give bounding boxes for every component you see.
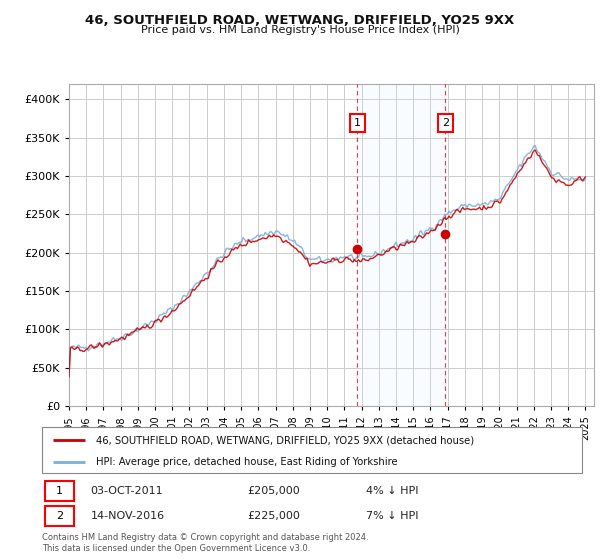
Text: 14-NOV-2016: 14-NOV-2016 [91,511,165,521]
FancyBboxPatch shape [45,481,74,501]
Text: 46, SOUTHFIELD ROAD, WETWANG, DRIFFIELD, YO25 9XX (detached house): 46, SOUTHFIELD ROAD, WETWANG, DRIFFIELD,… [96,435,474,445]
Text: £205,000: £205,000 [247,486,300,496]
Text: Contains HM Land Registry data © Crown copyright and database right 2024.
This d: Contains HM Land Registry data © Crown c… [42,533,368,553]
Text: 7% ↓ HPI: 7% ↓ HPI [366,511,419,521]
Text: £225,000: £225,000 [247,511,300,521]
Text: 46, SOUTHFIELD ROAD, WETWANG, DRIFFIELD, YO25 9XX: 46, SOUTHFIELD ROAD, WETWANG, DRIFFIELD,… [85,14,515,27]
FancyBboxPatch shape [42,427,582,473]
Text: 1: 1 [354,118,361,128]
FancyBboxPatch shape [45,506,74,526]
Text: 03-OCT-2011: 03-OCT-2011 [91,486,163,496]
Text: 4% ↓ HPI: 4% ↓ HPI [366,486,419,496]
Text: HPI: Average price, detached house, East Riding of Yorkshire: HPI: Average price, detached house, East… [96,457,398,466]
Text: 1: 1 [56,486,63,496]
Text: 2: 2 [56,511,63,521]
Text: Price paid vs. HM Land Registry's House Price Index (HPI): Price paid vs. HM Land Registry's House … [140,25,460,35]
Text: 2: 2 [442,118,449,128]
